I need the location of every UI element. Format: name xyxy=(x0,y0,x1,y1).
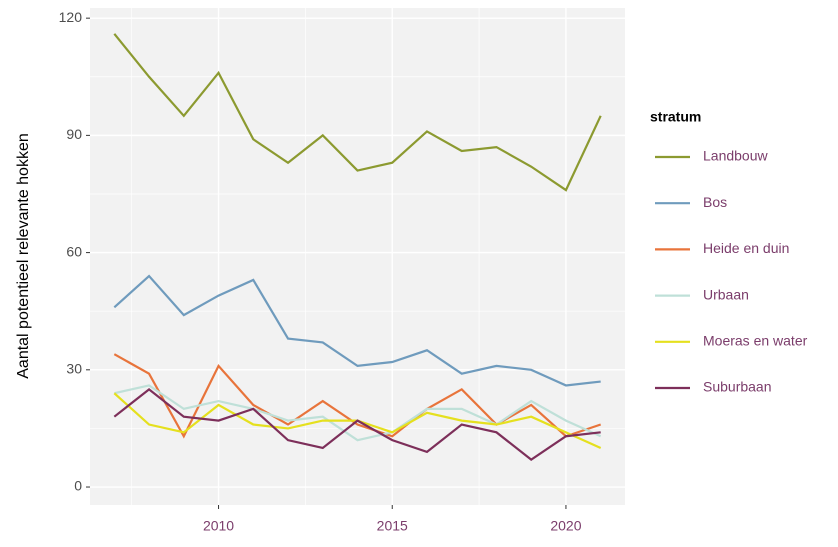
legend-label: Bos xyxy=(703,194,727,210)
legend-label: Heide en duin xyxy=(703,240,789,256)
legend-label: Landbouw xyxy=(703,148,769,164)
y-tick-label: 30 xyxy=(66,361,82,377)
legend-label: Urbaan xyxy=(703,286,749,302)
series-line xyxy=(113,274,601,387)
series-line xyxy=(113,353,602,439)
y-tick-label: 90 xyxy=(66,126,82,142)
y-tick-label: 0 xyxy=(74,478,82,494)
y-tick-label: 120 xyxy=(59,9,83,25)
series-line xyxy=(113,387,601,462)
legend-label: Suburbaan xyxy=(703,379,772,395)
series-line xyxy=(114,384,602,442)
x-tick-label: 2010 xyxy=(203,518,234,534)
y-tick-label: 60 xyxy=(66,243,82,259)
legend-title: stratum xyxy=(650,109,701,125)
series-line xyxy=(113,33,602,192)
panel xyxy=(90,8,625,505)
x-tick-label: 2015 xyxy=(377,518,408,534)
x-tick-label: 2020 xyxy=(550,518,581,534)
legend-label: Moeras en water xyxy=(703,333,808,349)
y-axis-label: Aantal potentieel relevante hokken xyxy=(15,133,32,379)
